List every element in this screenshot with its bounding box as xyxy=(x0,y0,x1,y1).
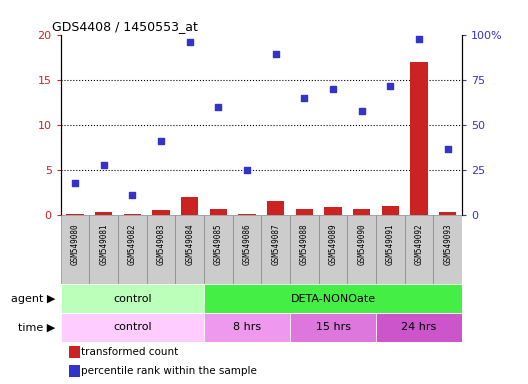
Bar xyxy=(319,215,347,284)
Text: 15 hrs: 15 hrs xyxy=(316,322,351,333)
Point xyxy=(99,161,108,167)
Text: time ▶: time ▶ xyxy=(18,322,55,333)
Point xyxy=(71,180,79,187)
Text: GSM549080: GSM549080 xyxy=(71,223,80,265)
Bar xyxy=(181,197,199,215)
Bar xyxy=(124,214,141,215)
Bar xyxy=(204,313,290,342)
Text: GSM549090: GSM549090 xyxy=(357,223,366,265)
Bar xyxy=(261,215,290,284)
Bar xyxy=(267,201,284,215)
Text: control: control xyxy=(113,322,152,333)
Text: GSM549084: GSM549084 xyxy=(185,223,194,265)
Text: GSM549093: GSM549093 xyxy=(443,223,452,265)
Bar xyxy=(210,209,227,215)
Point xyxy=(329,86,337,92)
Bar xyxy=(175,215,204,284)
Text: agent ▶: agent ▶ xyxy=(11,293,55,304)
Bar xyxy=(376,215,404,284)
Point xyxy=(271,51,280,58)
Text: 8 hrs: 8 hrs xyxy=(233,322,261,333)
Point xyxy=(415,36,423,42)
Bar xyxy=(61,284,204,313)
Text: GSM549089: GSM549089 xyxy=(328,223,337,265)
Text: DETA-NONOate: DETA-NONOate xyxy=(290,293,375,304)
Text: GSM549086: GSM549086 xyxy=(242,223,251,265)
Bar xyxy=(410,61,428,215)
Bar xyxy=(69,346,80,358)
Bar xyxy=(382,205,399,215)
Bar xyxy=(439,212,456,215)
Text: GDS4408 / 1450553_at: GDS4408 / 1450553_at xyxy=(52,20,197,33)
Bar xyxy=(89,215,118,284)
Bar xyxy=(233,215,261,284)
Point xyxy=(128,192,137,198)
Bar xyxy=(290,313,376,342)
Text: GSM549085: GSM549085 xyxy=(214,223,223,265)
Bar xyxy=(290,215,319,284)
Point xyxy=(386,83,394,89)
Point xyxy=(243,167,251,173)
Text: GSM549081: GSM549081 xyxy=(99,223,108,265)
Bar xyxy=(204,215,233,284)
Point xyxy=(185,39,194,45)
Point xyxy=(300,94,308,101)
Bar xyxy=(67,214,83,215)
Bar xyxy=(69,365,80,377)
Bar xyxy=(118,215,147,284)
Point xyxy=(444,146,452,152)
Bar xyxy=(61,215,89,284)
Point xyxy=(357,108,366,114)
Text: GSM549082: GSM549082 xyxy=(128,223,137,265)
Bar xyxy=(353,209,370,215)
Bar xyxy=(61,313,204,342)
Bar xyxy=(153,210,169,215)
Point xyxy=(214,104,223,110)
Bar xyxy=(376,313,462,342)
Text: transformed count: transformed count xyxy=(81,347,178,357)
Bar xyxy=(347,215,376,284)
Text: GSM549091: GSM549091 xyxy=(386,223,395,265)
Bar xyxy=(204,284,462,313)
Bar xyxy=(404,215,433,284)
Text: GSM549088: GSM549088 xyxy=(300,223,309,265)
Text: percentile rank within the sample: percentile rank within the sample xyxy=(81,366,257,376)
Bar xyxy=(433,215,462,284)
Bar xyxy=(296,209,313,215)
Bar xyxy=(95,212,112,215)
Text: GSM549092: GSM549092 xyxy=(414,223,423,265)
Bar xyxy=(324,207,342,215)
Text: GSM549083: GSM549083 xyxy=(156,223,166,265)
Bar xyxy=(239,214,256,215)
Text: 24 hrs: 24 hrs xyxy=(401,322,437,333)
Point xyxy=(157,138,165,144)
Bar xyxy=(147,215,175,284)
Text: GSM549087: GSM549087 xyxy=(271,223,280,265)
Text: control: control xyxy=(113,293,152,304)
